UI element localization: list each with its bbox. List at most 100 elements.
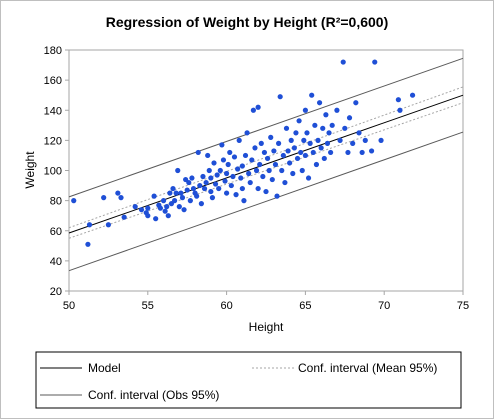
data-point <box>249 157 255 163</box>
data-point <box>293 130 299 136</box>
data-point <box>138 207 145 213</box>
data-point <box>224 190 230 196</box>
data-point <box>345 149 351 156</box>
data-point <box>288 137 294 143</box>
y-tick-label: 20 <box>50 286 62 298</box>
data-point <box>356 130 362 136</box>
data-point <box>228 182 234 189</box>
data-point <box>294 155 301 162</box>
data-point <box>216 185 222 192</box>
data-point <box>285 148 291 154</box>
data-point <box>359 149 365 156</box>
data-point <box>266 167 272 174</box>
data-point <box>189 175 195 181</box>
x-tick-label: 75 <box>457 300 469 312</box>
data-point <box>86 222 93 228</box>
data-point <box>190 185 197 192</box>
data-point <box>276 140 282 146</box>
data-point <box>71 198 77 204</box>
data-point <box>132 204 138 210</box>
data-point <box>334 107 340 113</box>
data-point <box>260 173 266 180</box>
x-tick-label: 60 <box>220 300 232 312</box>
y-axis-ticks: 20 40 60 80 100 120 140 160 180 <box>44 45 69 298</box>
y-tick-label: 140 <box>44 105 62 117</box>
data-point <box>239 163 245 169</box>
data-point <box>244 130 250 136</box>
data-point <box>302 107 308 113</box>
data-point <box>287 160 293 166</box>
data-point <box>312 122 318 128</box>
data-point <box>255 185 261 192</box>
conf-obs-upper-line <box>68 57 464 198</box>
data-point <box>85 241 91 247</box>
data-point <box>328 149 334 156</box>
chart-title: Regression of Weight by Height (R²=0,600… <box>106 14 389 30</box>
data-point <box>198 201 204 207</box>
legend-box <box>35 351 462 409</box>
data-point <box>279 167 285 174</box>
data-point <box>346 115 353 121</box>
data-point <box>313 161 320 168</box>
data-point <box>197 182 203 189</box>
y-tick-label: 100 <box>44 166 62 178</box>
data-point <box>250 107 256 113</box>
data-point <box>257 161 263 168</box>
data-point <box>258 140 264 146</box>
data-point <box>326 130 332 136</box>
data-point <box>368 148 375 154</box>
data-point <box>298 149 304 156</box>
data-point <box>201 185 208 192</box>
data-point <box>208 188 214 195</box>
data-point <box>173 190 179 196</box>
data-point <box>118 195 124 201</box>
data-point <box>178 190 184 196</box>
x-tick-label: 50 <box>63 300 75 312</box>
data-point <box>268 134 274 140</box>
data-point <box>409 92 416 98</box>
data-point <box>222 178 228 184</box>
data-point <box>277 94 283 100</box>
legend-model-label: Model <box>88 361 121 375</box>
data-point <box>315 137 321 143</box>
data-point <box>203 179 209 186</box>
data-point <box>239 185 245 192</box>
data-point <box>350 140 356 146</box>
data-point <box>395 97 401 103</box>
data-point <box>316 100 323 106</box>
data-point <box>280 152 286 159</box>
data-point <box>167 190 173 196</box>
data-point <box>145 213 151 219</box>
data-point <box>342 125 348 131</box>
data-point <box>397 107 403 113</box>
data-point <box>301 137 307 143</box>
data-point <box>291 145 297 151</box>
data-point <box>302 152 308 159</box>
data-points <box>71 59 416 247</box>
x-axis-ticks: 50 55 60 65 70 75 <box>63 291 469 312</box>
data-point <box>274 193 280 199</box>
data-point <box>160 198 167 204</box>
data-point <box>247 179 253 186</box>
data-point <box>321 155 327 162</box>
data-point <box>208 175 214 181</box>
data-point <box>299 167 305 174</box>
data-point <box>236 137 242 143</box>
data-point <box>170 185 176 192</box>
data-point <box>269 176 275 183</box>
x-tick-label: 70 <box>378 300 390 312</box>
data-point <box>235 166 241 172</box>
data-point <box>153 216 159 222</box>
data-point <box>340 59 346 65</box>
data-point <box>227 149 233 156</box>
y-tick-label: 180 <box>44 45 62 57</box>
data-point <box>283 125 290 131</box>
data-point <box>310 149 316 156</box>
data-point <box>171 198 178 204</box>
data-point <box>271 148 277 154</box>
data-point <box>217 167 223 174</box>
data-point <box>225 161 231 168</box>
data-point <box>362 137 368 143</box>
data-point <box>214 172 220 178</box>
data-point <box>200 173 206 180</box>
